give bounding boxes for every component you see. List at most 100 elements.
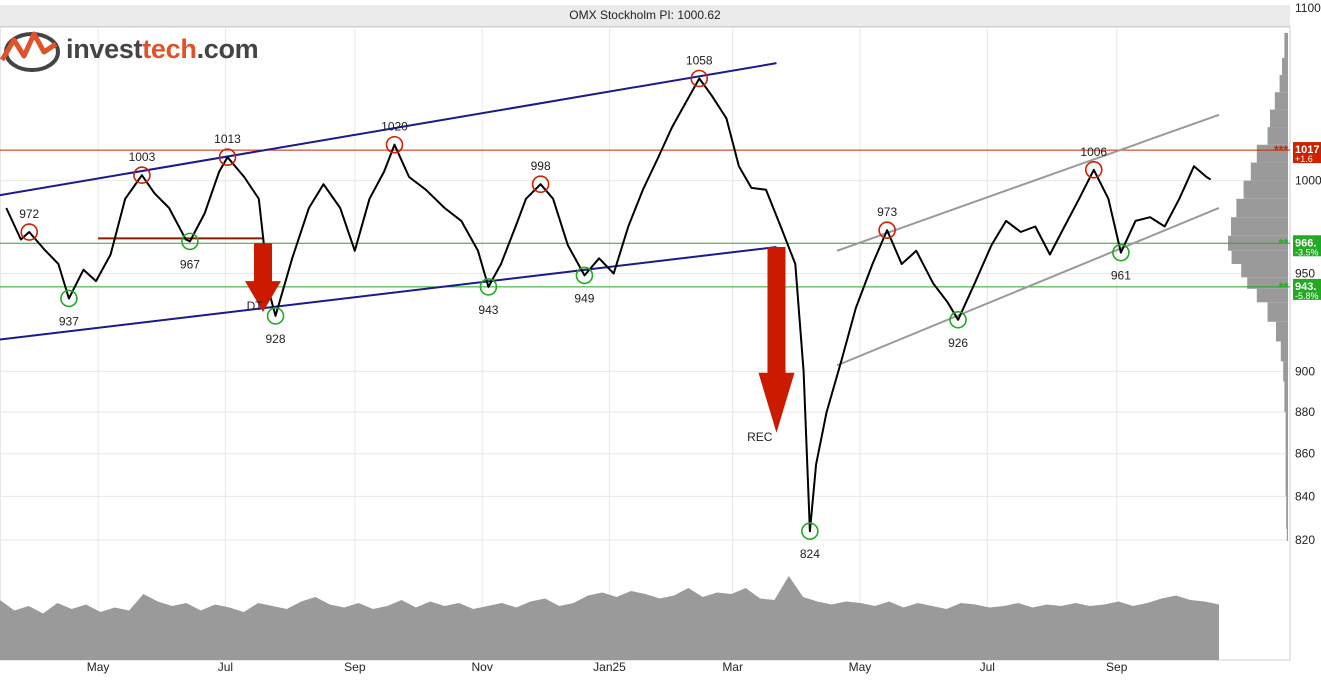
logo-prefix: invest [66, 34, 143, 64]
y-tick-label: 840 [1295, 489, 1315, 503]
volume-profile-bar [1282, 58, 1288, 76]
top-marker-circle [1084, 160, 1103, 179]
top-value-label: 972 [19, 207, 39, 221]
volume-profile-bar [1286, 528, 1288, 541]
top-value-label: 1006 [1080, 145, 1107, 159]
top-marker-circle [690, 69, 709, 88]
support-level-value: 966. [1295, 237, 1316, 249]
x-tick-label: Jul [980, 660, 995, 674]
volume-profile-bar [1241, 263, 1288, 278]
bottom-value-label: 943 [478, 303, 498, 317]
x-tick-label: Sep [1106, 660, 1128, 674]
investtech-logo-icon [0, 31, 60, 72]
volume-profile-bar [1274, 92, 1288, 110]
support-level-pct: -3.5% [1295, 247, 1319, 257]
x-tick-label: Nov [472, 660, 493, 674]
bottom-value-label: 824 [800, 547, 820, 561]
price-line [5, 77, 1212, 533]
top-value-label: 973 [877, 205, 897, 219]
support-level-badge [1293, 278, 1321, 300]
bottom-marker-circle [949, 311, 967, 329]
bottom-value-label: 967 [180, 257, 200, 271]
top-value-label: 1058 [686, 54, 713, 68]
logo-suffix: .com [196, 34, 259, 64]
x-tick-label: Jul [218, 660, 233, 674]
volume-profile-bar [1276, 321, 1288, 342]
bottom-marker-circle [181, 232, 199, 251]
volume-profile-bar [1250, 162, 1288, 181]
volume-profile-bar [1256, 288, 1288, 303]
top-marker-circle [20, 223, 39, 241]
bottom-marker-circle [1112, 243, 1130, 262]
resistance-level-badge [1293, 142, 1321, 164]
volume-profile-bar [1231, 250, 1288, 264]
target-arrow [245, 243, 282, 313]
volume-profile-bar [1267, 302, 1288, 322]
trend-channel-lower-line [0, 246, 777, 341]
top-value-label: 1020 [381, 120, 408, 134]
x-tick-label: May [849, 660, 872, 674]
y-tick-label: 900 [1295, 364, 1315, 378]
y-tick-label: 860 [1295, 447, 1315, 461]
logo-wordmark: investtech.com [66, 34, 259, 65]
top-marker-circle [385, 135, 404, 154]
bottom-value-label: 961 [1111, 269, 1131, 283]
volume-profile-bar [1231, 217, 1288, 236]
volume-profile-bar [1284, 32, 1288, 59]
bottom-marker-circle [60, 289, 78, 308]
y-tick-label: 820 [1295, 533, 1315, 547]
bottom-marker-circle [575, 266, 594, 285]
pattern-annotation: DT [247, 299, 264, 313]
bottom-value-label: 928 [266, 332, 286, 346]
top-value-label: 998 [531, 159, 551, 173]
support-stars: ** [1279, 236, 1289, 250]
bottom-marker-circle [266, 307, 285, 325]
recent-trend-channel-lower-line [836, 207, 1220, 367]
support-level-badge [1293, 235, 1321, 257]
volume-profile-bar [1285, 453, 1288, 497]
volume-profile-bar [1283, 361, 1288, 382]
x-tick-label: Mar [722, 660, 743, 674]
recent-trend-channel-upper-line [836, 113, 1220, 252]
bottom-marker-circle [801, 522, 819, 540]
y-tick-label: 1000 [1295, 174, 1321, 188]
logo-accent: tech [142, 34, 197, 64]
volume-profile-bar [1279, 75, 1288, 93]
y-tick-label: 880 [1295, 405, 1315, 419]
volume-profile-bar [1284, 381, 1288, 413]
volume-profile-bar [1270, 109, 1288, 128]
plot-frame [0, 26, 1291, 661]
resistance-level-pct: +1.6 [1295, 154, 1313, 164]
volume-profile-bar [1285, 412, 1288, 454]
bottom-marker-circle [479, 278, 498, 296]
resistance-stars: *** [1274, 143, 1288, 157]
support-stars: ** [1279, 280, 1289, 294]
volume-profile-bar [1267, 127, 1288, 145]
top-marker-circle [133, 166, 151, 184]
top-marker-circle [878, 221, 896, 239]
volume-profile-bar [1280, 341, 1288, 362]
pattern-annotation: REC [747, 430, 773, 444]
x-tick-label: Sep [344, 660, 366, 674]
volume-profile-bar [1247, 277, 1288, 289]
y-tick-label: 1100 [1295, 1, 1321, 15]
bottom-value-label: 926 [948, 336, 968, 350]
target-arrow [758, 247, 795, 433]
volume-area [0, 576, 1219, 660]
volume-profile-bar [1243, 180, 1288, 199]
volume-profile-bar [1236, 198, 1288, 218]
support-level-value: 943. [1295, 281, 1316, 293]
top-marker-circle [531, 175, 550, 194]
volume-profile-bar [1256, 144, 1288, 163]
investtech-logo: investtech.com [0, 26, 270, 74]
support-level-pct: -5.8% [1295, 291, 1319, 301]
trend-channel-upper-line [0, 62, 777, 197]
top-value-label: 1003 [129, 150, 156, 164]
x-tick-label: May [87, 660, 110, 674]
bottom-value-label: 949 [574, 291, 594, 305]
volume-profile-bar [1286, 496, 1288, 529]
resistance-level-value: 1017 [1295, 144, 1319, 156]
x-tick-label: Jan25 [593, 660, 626, 674]
